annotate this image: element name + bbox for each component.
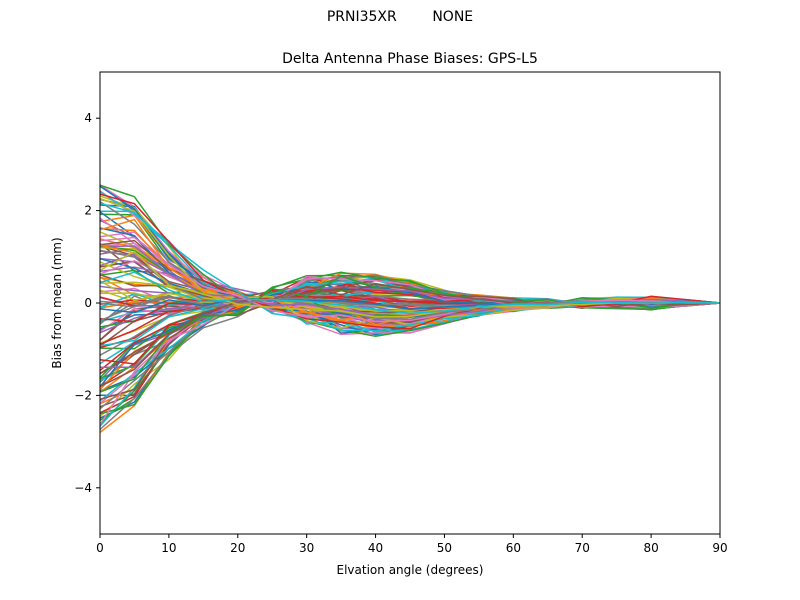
y-tick-label: 4	[84, 111, 92, 125]
x-axis-label: Elvation angle (degrees)	[337, 563, 484, 577]
x-tick-label: 80	[643, 541, 658, 555]
chart-title: Delta Antenna Phase Biases: GPS-L5	[282, 51, 538, 67]
x-tick-label: 50	[437, 541, 452, 555]
x-tick-label: 90	[712, 541, 727, 555]
x-tick-label: 70	[575, 541, 590, 555]
figure-suptitle: PRNI35XR NONE	[326, 9, 474, 25]
y-tick-label: −2	[74, 388, 92, 402]
y-axis-ticks: −4 −2 0 2 4	[74, 111, 100, 495]
x-axis-ticks: 0 10 20 30 40 50 60 70 80 90	[96, 534, 728, 555]
x-tick-label: 40	[368, 541, 383, 555]
x-tick-label: 20	[230, 541, 245, 555]
y-axis-label: Bias from mean (mm)	[50, 237, 64, 368]
x-tick-label: 0	[96, 541, 104, 555]
series-line	[99, 236, 721, 323]
series-lines	[99, 184, 721, 433]
series-line	[99, 282, 721, 388]
x-tick-label: 60	[506, 541, 521, 555]
series-line	[99, 271, 721, 315]
x-tick-label: 30	[299, 541, 314, 555]
y-tick-label: 0	[84, 296, 92, 310]
y-tick-label: −4	[74, 481, 92, 495]
y-tick-label: 2	[84, 204, 92, 218]
x-tick-label: 10	[161, 541, 176, 555]
